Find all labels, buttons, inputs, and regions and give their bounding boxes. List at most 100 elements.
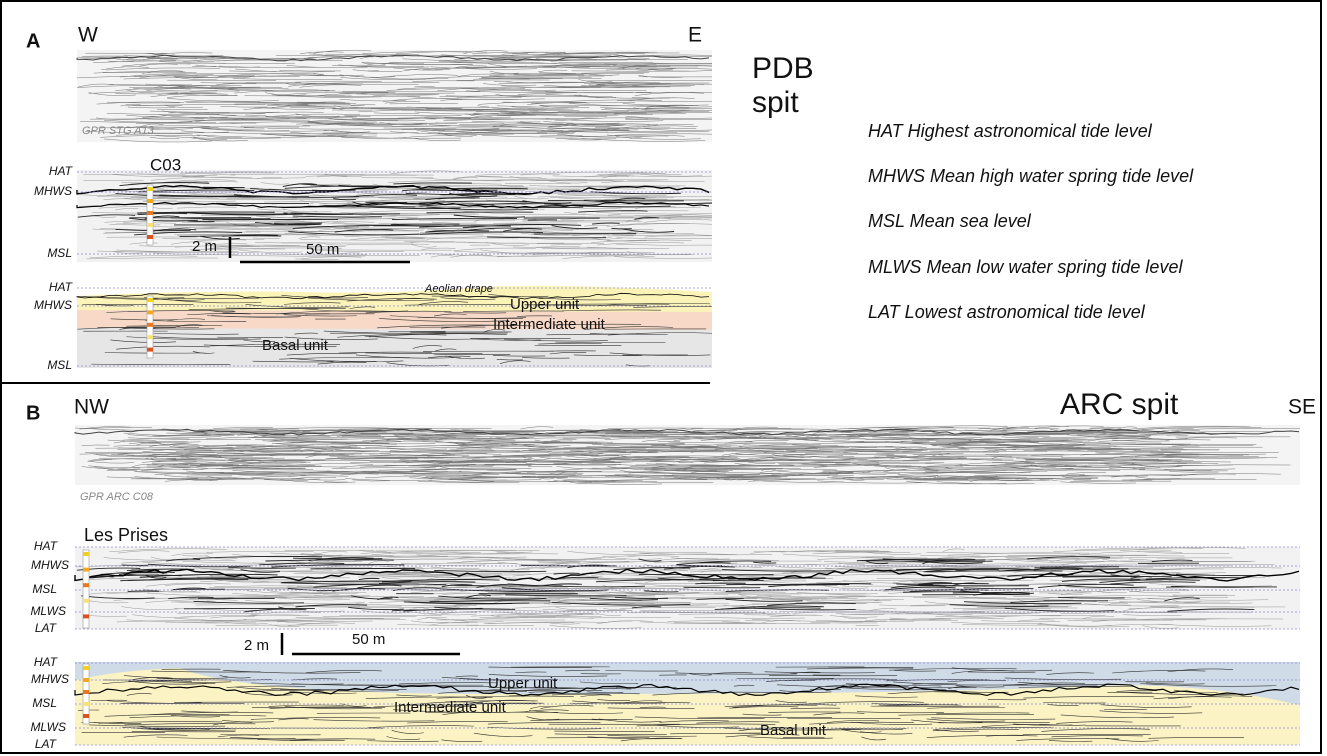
reflector xyxy=(589,597,658,601)
level-label: HAT xyxy=(49,280,74,294)
reflector xyxy=(1129,458,1172,462)
reflector xyxy=(412,606,469,609)
reflector xyxy=(748,461,776,464)
reflector xyxy=(659,720,729,723)
reflector xyxy=(465,694,487,699)
reflector xyxy=(1034,425,1104,429)
reflector xyxy=(538,69,568,72)
reflector xyxy=(935,729,979,732)
reflector xyxy=(124,723,256,726)
reflector xyxy=(165,105,203,108)
reflector xyxy=(337,433,444,437)
legend-entry: MLWS Mean low water spring tide level xyxy=(868,257,1183,277)
reflector xyxy=(120,578,249,582)
reflector xyxy=(414,111,500,115)
reflector xyxy=(106,310,235,313)
core-layer xyxy=(147,310,153,315)
reflector xyxy=(900,440,963,444)
reflector xyxy=(1040,566,1119,568)
reflector xyxy=(171,217,271,220)
reflector xyxy=(1033,454,1064,456)
reflector xyxy=(410,241,455,243)
reflector xyxy=(434,606,483,610)
reflector xyxy=(145,599,238,603)
reflector xyxy=(127,106,176,109)
reflector xyxy=(501,53,529,55)
reflector xyxy=(365,475,483,479)
reflector xyxy=(926,551,1062,554)
reflector xyxy=(541,583,582,587)
reflector xyxy=(418,464,532,469)
reflector xyxy=(145,574,167,579)
reflector xyxy=(364,335,490,340)
reflector xyxy=(522,357,570,359)
reflector xyxy=(407,96,545,100)
reflector xyxy=(1138,455,1267,459)
reflector xyxy=(1116,426,1137,430)
reflector xyxy=(1034,604,1072,607)
reflector xyxy=(291,217,393,220)
reflector xyxy=(80,57,121,60)
reflector xyxy=(878,464,963,468)
reflector xyxy=(581,448,630,452)
reflector xyxy=(484,686,578,691)
reflector xyxy=(616,237,713,240)
reflector xyxy=(639,609,758,612)
reflector xyxy=(142,448,235,453)
reflector xyxy=(549,473,582,476)
reflector xyxy=(600,172,666,176)
reflector xyxy=(106,101,181,104)
reflector xyxy=(836,613,885,616)
reflector xyxy=(142,459,226,463)
reflector xyxy=(827,477,854,479)
reflector xyxy=(449,193,498,198)
reflector xyxy=(300,554,323,556)
reflector xyxy=(638,214,713,218)
reflector xyxy=(113,444,169,447)
core-layer xyxy=(83,614,89,619)
reflector xyxy=(988,558,1049,561)
reflector xyxy=(1062,562,1087,566)
reflector xyxy=(748,434,805,438)
reflector xyxy=(145,583,212,587)
reflector xyxy=(408,601,513,605)
reflector xyxy=(243,608,307,613)
reflector xyxy=(948,686,970,689)
reflector xyxy=(441,610,548,614)
reflector xyxy=(1042,458,1183,461)
reflector xyxy=(1162,618,1284,620)
reflector xyxy=(549,351,587,355)
reflector xyxy=(304,584,380,588)
reflector xyxy=(1000,559,1105,563)
reflector xyxy=(139,245,193,248)
reflector xyxy=(756,595,866,598)
reflector xyxy=(421,247,456,250)
reflector xyxy=(1110,574,1140,577)
reflector xyxy=(732,704,837,708)
reflector xyxy=(527,102,590,105)
reflector xyxy=(549,625,642,629)
reflector xyxy=(823,561,945,564)
reflector xyxy=(292,215,382,218)
reflector xyxy=(536,180,614,182)
reflector xyxy=(584,224,610,227)
reflector xyxy=(906,425,1008,430)
reflector xyxy=(338,121,368,124)
reflector xyxy=(299,84,362,88)
reflector xyxy=(1078,551,1183,556)
reflector xyxy=(577,561,701,564)
reflector xyxy=(220,106,268,108)
reflector xyxy=(840,456,919,460)
reflector xyxy=(234,89,336,94)
reflector xyxy=(422,441,539,444)
reflector xyxy=(638,75,683,79)
reflector xyxy=(852,463,912,467)
reflector xyxy=(87,460,135,464)
reflector xyxy=(1018,583,1097,585)
reflector xyxy=(176,85,200,89)
reflector xyxy=(551,601,691,606)
reflector xyxy=(514,196,549,200)
reflector xyxy=(794,701,924,705)
reflector xyxy=(294,450,411,453)
reflector xyxy=(597,242,685,246)
